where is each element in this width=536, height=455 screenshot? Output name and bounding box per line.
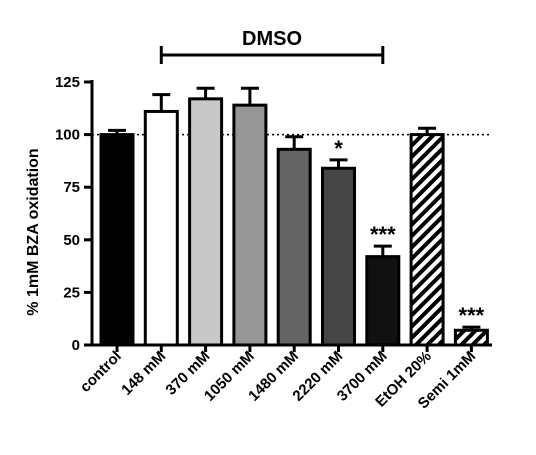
significance-marker: *** <box>459 303 485 328</box>
bar-etoh-20- <box>409 133 445 347</box>
y-tick-label: 75 <box>63 179 80 196</box>
y-tick-label: 50 <box>63 232 80 249</box>
bar-1480-mm <box>276 147 312 347</box>
dmso-bracket: DMSO <box>159 28 385 64</box>
bar-148-mm <box>143 109 179 347</box>
y-tick-label: 0 <box>72 337 80 354</box>
y-axis-label: % 1mM BZA oxidation <box>25 148 42 315</box>
significance-marker: *** <box>370 222 396 247</box>
bar-1050-mm <box>232 103 268 347</box>
bar-semi-1mm <box>453 328 489 347</box>
y-tick-label: 125 <box>55 74 80 91</box>
bar-2220-mm <box>321 166 356 347</box>
bar-3700-mm <box>365 255 401 347</box>
significance-marker: * <box>334 136 343 161</box>
y-tick-label: 100 <box>55 127 80 144</box>
x-tick-label: 148 mM <box>118 348 169 399</box>
bars: ******* <box>99 86 489 347</box>
x-tick-label: control <box>77 348 125 396</box>
y-tick-label: 25 <box>63 284 80 301</box>
bar-control <box>99 133 135 347</box>
bar-370-mm <box>188 97 224 347</box>
bracket-label: DMSO <box>242 28 302 50</box>
